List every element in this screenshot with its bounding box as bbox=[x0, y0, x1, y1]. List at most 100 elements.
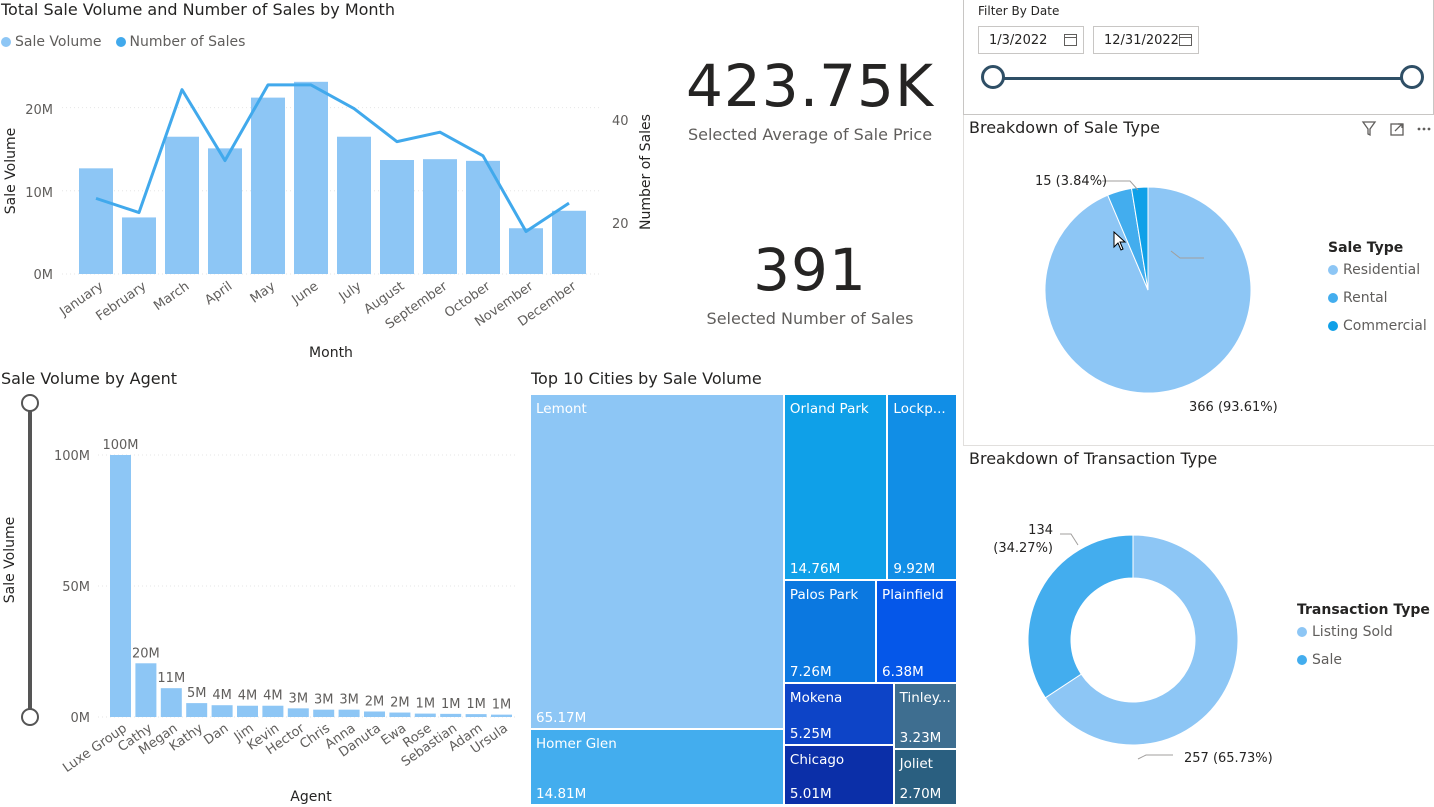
treemap-tile-palos-park[interactable]: Palos Park 7.26M bbox=[783, 580, 877, 683]
filter-icon[interactable] bbox=[1361, 121, 1377, 137]
data-label-chris: 3M bbox=[314, 693, 334, 708]
treemap-tile-homer-glen[interactable]: Homer Glen 14.81M bbox=[530, 728, 784, 805]
leader-line-listing-sold bbox=[1137, 754, 1173, 760]
legend-item-residential[interactable]: Residential bbox=[1328, 256, 1427, 284]
tile-name: Chicago bbox=[789, 752, 845, 769]
bar-sale-volume-april[interactable] bbox=[208, 148, 242, 274]
bar-sale-volume-january[interactable] bbox=[79, 168, 113, 274]
bar-agent-ursula[interactable] bbox=[491, 714, 512, 717]
treemap-tile-chicago[interactable]: Chicago 5.01M bbox=[783, 745, 894, 805]
bar-sale-volume-december[interactable] bbox=[552, 210, 586, 274]
bar-sale-volume-september[interactable] bbox=[423, 159, 457, 274]
bar-agent-kevin[interactable] bbox=[262, 705, 284, 717]
sale-type-title: Breakdown of Sale Type bbox=[969, 118, 1160, 137]
donut-slice-listing-sold[interactable] bbox=[1044, 534, 1239, 746]
number-of-sales-line[interactable] bbox=[95, 83, 570, 233]
x-tick-march: March bbox=[151, 279, 192, 314]
bar-agent-luxe-group[interactable] bbox=[110, 455, 131, 717]
bar-sale-volume-may[interactable] bbox=[251, 97, 285, 274]
bar-sale-volume-november[interactable] bbox=[509, 228, 543, 274]
bar-agent-jim[interactable] bbox=[237, 705, 258, 717]
transaction-type-donut[interactable]: 257 (65.73%) 134 (34.27%) bbox=[963, 470, 1434, 800]
data-label-rose: 1M bbox=[416, 697, 436, 712]
tile-name: Plainfield bbox=[882, 587, 944, 604]
legend-item-sale[interactable]: Sale bbox=[1297, 646, 1430, 674]
legend-label: Sale bbox=[1312, 652, 1342, 668]
zoom-slider-bottom-handle[interactable] bbox=[21, 708, 39, 726]
donut-slice-sale[interactable] bbox=[1027, 534, 1134, 699]
avg-sale-price-value: 423.75K bbox=[686, 52, 934, 120]
bar-sale-volume-july[interactable] bbox=[337, 136, 371, 274]
end-date-input[interactable]: 12/31/2022 bbox=[1093, 26, 1199, 54]
bar-agent-dan[interactable] bbox=[211, 705, 233, 717]
treemap-tile-orland-park[interactable]: Orland Park 14.76M bbox=[783, 394, 888, 581]
bar-sale-volume-june[interactable] bbox=[294, 81, 328, 274]
monthly-y-right-label: Number of Sales bbox=[638, 114, 654, 230]
bar-sale-volume-october[interactable] bbox=[466, 160, 500, 274]
data-label-cathy: 20M bbox=[132, 646, 160, 661]
bar-sale-volume-february[interactable] bbox=[122, 217, 156, 274]
treemap-tile-lockp[interactable]: Lockp... 9.92M bbox=[887, 394, 957, 581]
y-right-tick: 20 bbox=[612, 217, 629, 232]
bar-sale-volume-august[interactable] bbox=[380, 160, 414, 274]
legend-item-commercial[interactable]: Commercial bbox=[1328, 312, 1427, 340]
legend-label: Number of Sales bbox=[129, 34, 246, 50]
treemap-tile-tinley[interactable]: Tinley... 3.23M bbox=[893, 682, 957, 750]
legend-dot bbox=[1328, 265, 1338, 275]
date-range-track[interactable] bbox=[994, 77, 1414, 80]
treemap-tile-plainfield[interactable]: Plainfield 6.38M bbox=[876, 580, 957, 683]
zoom-slider-top-handle[interactable] bbox=[21, 394, 39, 412]
bar-agent-hector[interactable] bbox=[287, 708, 309, 717]
avg-sale-price-label: Selected Average of Sale Price bbox=[687, 125, 933, 144]
bar-agent-danuta[interactable] bbox=[364, 711, 385, 717]
x-tick-june: June bbox=[289, 279, 322, 308]
agent-x-label: Agent bbox=[290, 789, 332, 805]
bar-agent-rose[interactable] bbox=[414, 713, 436, 717]
cities-chart-title: Top 10 Cities by Sale Volume bbox=[531, 369, 762, 388]
legend-number-of-sales[interactable]: Number of Sales bbox=[115, 34, 246, 50]
calendar-icon[interactable] bbox=[1064, 34, 1077, 46]
y-right-tick: 40 bbox=[612, 114, 629, 129]
monthly-y-left-label: Sale Volume bbox=[3, 128, 19, 215]
zoom-slider-track[interactable] bbox=[28, 403, 32, 717]
visual-header-icons bbox=[1361, 121, 1431, 137]
calendar-icon[interactable] bbox=[1179, 34, 1192, 46]
leader-line-rental bbox=[1102, 180, 1139, 191]
data-label-luxe-group: 100M bbox=[102, 438, 138, 453]
bar-agent-anna[interactable] bbox=[338, 709, 360, 717]
x-tick-may: May bbox=[248, 279, 279, 307]
more-options-icon[interactable] bbox=[1417, 127, 1431, 131]
start-date-handle[interactable] bbox=[981, 65, 1005, 89]
tile-value: 3.23M bbox=[899, 730, 942, 747]
data-label-ewa: 2M bbox=[390, 696, 410, 711]
bar-agent-adam[interactable] bbox=[465, 714, 487, 717]
legend-sale-volume[interactable]: Sale Volume bbox=[1, 34, 102, 50]
sale-type-visual bbox=[963, 115, 1434, 446]
sale-type-pie[interactable]: 366 (93.61%) 15 (3.84%) bbox=[963, 140, 1434, 440]
bar-agent-chris[interactable] bbox=[313, 709, 335, 717]
tile-name: Mokena bbox=[789, 689, 843, 706]
start-date-input[interactable]: 1/3/2022 bbox=[978, 26, 1084, 54]
legend-item-rental[interactable]: Rental bbox=[1328, 284, 1427, 312]
bar-sale-volume-march[interactable] bbox=[165, 136, 199, 274]
treemap-tile-mokena[interactable]: Mokena 5.25M bbox=[783, 682, 894, 746]
end-date-handle[interactable] bbox=[1400, 65, 1424, 89]
bar-agent-sebastian[interactable] bbox=[440, 713, 462, 717]
bar-agent-kathy[interactable] bbox=[186, 703, 208, 717]
legend-item-listing-sold[interactable]: Listing Sold bbox=[1297, 618, 1430, 646]
bar-agent-megan[interactable] bbox=[160, 688, 182, 717]
bar-agent-cathy[interactable] bbox=[135, 663, 157, 717]
cities-treemap[interactable]: Lemont 65.17M Homer Glen 14.81M Orland Park 1… bbox=[530, 394, 957, 805]
legend-dot bbox=[1328, 321, 1338, 331]
y-tick: 50M bbox=[62, 580, 90, 595]
bar-agent-ewa[interactable] bbox=[389, 712, 411, 717]
treemap-tile-lemont[interactable]: Lemont 65.17M bbox=[530, 394, 784, 729]
data-label-hector: 3M bbox=[289, 691, 309, 706]
treemap-tile-joliet[interactable]: Joliet 2.70M bbox=[893, 749, 957, 805]
number-of-sales-label: Selected Number of Sales bbox=[706, 309, 914, 328]
focus-mode-icon[interactable] bbox=[1390, 123, 1404, 136]
label-sale-percent: (34.27%) bbox=[993, 541, 1053, 556]
pie-slice-commercial[interactable] bbox=[1130, 186, 1149, 291]
